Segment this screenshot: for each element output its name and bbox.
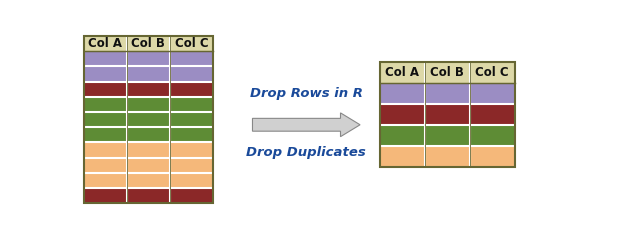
Bar xyxy=(84,36,127,51)
Text: Col A: Col A xyxy=(385,66,419,79)
Bar xyxy=(84,127,127,142)
Bar xyxy=(84,142,127,158)
Text: Col B: Col B xyxy=(430,66,464,79)
Bar xyxy=(84,158,127,173)
Bar xyxy=(425,125,469,146)
Bar xyxy=(170,97,213,112)
Bar xyxy=(84,51,127,66)
Text: Col A: Col A xyxy=(88,37,122,50)
Polygon shape xyxy=(252,113,360,137)
Bar xyxy=(127,158,170,173)
Bar xyxy=(127,97,170,112)
Bar xyxy=(170,82,213,97)
Bar xyxy=(380,62,515,167)
Bar xyxy=(170,173,213,188)
Bar xyxy=(127,142,170,158)
Bar xyxy=(170,188,213,203)
Text: Drop Rows in R: Drop Rows in R xyxy=(250,87,363,100)
Bar xyxy=(127,188,170,203)
Text: Drop Duplicates: Drop Duplicates xyxy=(246,146,366,159)
Bar xyxy=(425,146,469,167)
Bar xyxy=(127,82,170,97)
Bar xyxy=(170,158,213,173)
Bar xyxy=(127,36,170,51)
Bar xyxy=(84,97,127,112)
Bar xyxy=(84,112,127,127)
Bar xyxy=(380,146,425,167)
Bar xyxy=(469,104,515,125)
Text: Col B: Col B xyxy=(131,37,165,50)
Bar xyxy=(469,83,515,104)
Bar xyxy=(469,125,515,146)
Bar xyxy=(170,66,213,82)
Bar xyxy=(425,62,469,83)
Bar xyxy=(170,112,213,127)
Bar xyxy=(84,188,127,203)
Bar xyxy=(469,146,515,167)
Bar xyxy=(127,112,170,127)
Text: Col C: Col C xyxy=(175,37,208,50)
Bar xyxy=(380,104,425,125)
Bar xyxy=(127,66,170,82)
Bar xyxy=(170,36,213,51)
Bar xyxy=(127,51,170,66)
Bar xyxy=(84,173,127,188)
Bar xyxy=(380,125,425,146)
Bar xyxy=(84,66,127,82)
Bar xyxy=(84,82,127,97)
Bar xyxy=(127,173,170,188)
Bar xyxy=(469,62,515,83)
Bar xyxy=(425,83,469,104)
Bar xyxy=(170,142,213,158)
Bar xyxy=(170,127,213,142)
Bar xyxy=(380,83,425,104)
Bar xyxy=(380,62,425,83)
Bar xyxy=(84,36,213,203)
Bar xyxy=(425,104,469,125)
Bar xyxy=(170,51,213,66)
Text: Col C: Col C xyxy=(475,66,509,79)
Bar xyxy=(127,127,170,142)
